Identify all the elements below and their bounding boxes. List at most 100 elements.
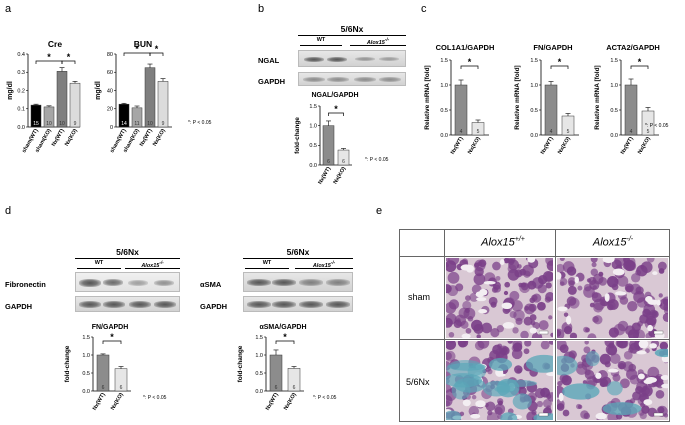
tubule [488,296,498,306]
y-axis-label: mg/dl [95,81,102,100]
tubule [545,282,552,289]
tubule [446,317,453,328]
x-tick-label: Nx(WT) [317,166,332,186]
y-axis-label: Relative mRNA [fold] [514,65,521,129]
band [79,279,101,287]
bar [56,71,68,128]
tubule [448,331,455,338]
grid-line [400,339,669,340]
ngal-label: NGAL [258,56,280,65]
tubule [577,285,583,291]
header-line-d-left [75,258,180,259]
lumen [460,264,472,271]
col1a1-bar-chart: COL1A1/GAPDH Relative mRNA [fold] 0.0 0.5 1.… [424,43,494,156]
tubule [504,281,511,288]
ko-label-b: Alox15-/- [366,37,390,46]
lumen [643,399,653,406]
tubule [645,332,653,338]
y-tick-label: 1.5 [530,58,538,64]
tubule [534,387,546,399]
fn-protein-bar-chart: FN/GAPDHfold-change0.00.51.01.56Nx(WT)6N… [64,324,131,412]
panel-label-d: d [5,205,12,217]
x-tick-label: Nx(KO) [557,136,572,156]
significance-star: * [558,57,562,67]
tubule [591,291,599,299]
tubule [662,312,668,322]
tubule [610,353,621,364]
fibrosis-area [500,412,518,420]
tubule [530,320,536,326]
tubule [655,389,665,399]
lumen [565,315,572,325]
y-tick-label: 0.0 [17,125,25,131]
p-value-note-a: *: P < 0.05 [188,120,212,126]
band [299,301,323,308]
significance-bracket [102,340,122,344]
y-tick-label: 40 [107,88,113,94]
lumen [476,297,487,302]
band [128,280,148,286]
tubule [446,400,451,407]
tubule [635,386,644,395]
tubule [559,344,569,354]
tubule [640,402,646,408]
fibrosis-area [654,348,668,358]
tubule [516,368,522,374]
n-label: 4 [630,129,633,135]
x-tick-label: Nx(WT) [620,136,635,156]
asma-bar-chart: αSMA/GAPDHfold-change0.00.51.01.56Nx(WT)… [237,324,307,412]
scale-bar [653,330,664,335]
tubule [446,351,452,360]
n-label: 9 [74,121,77,127]
bun-bar-chart: BUNmg/dl02040608014sham(WT)11sham(KO)10N… [95,39,172,154]
band [272,301,296,308]
fibrosis-area [448,362,486,371]
y-tick-label: 0.3 [17,70,25,76]
lumen [470,413,481,419]
n-label: 4 [460,129,463,135]
band [272,279,296,286]
bar [287,368,301,392]
lumen [607,368,619,373]
grid-line [555,230,556,421]
lumen [604,293,610,302]
n-label: 9 [162,121,165,127]
tubule [636,265,648,277]
tubule [528,303,537,312]
y-tick-label: 0.5 [610,108,618,114]
p-value-note-b: *: P < 0.05 [365,157,389,163]
band [326,301,350,308]
grid-line [444,230,445,421]
grid-line [400,256,669,257]
significance-bracket [61,60,76,64]
fibrosis-area [606,381,623,396]
tubule [511,300,523,312]
y-tick-label: 80 [107,52,113,58]
panel-label-e: e [376,205,383,217]
lumen [645,296,653,303]
band [379,77,401,82]
tubule [559,373,569,383]
tubule [465,327,472,334]
tubule [598,271,604,277]
tubule [583,326,589,333]
fibrosis-area [482,380,511,397]
wt-line-d-right [245,268,289,269]
tubule [471,394,477,400]
tubule [590,268,599,276]
tubule [629,341,641,351]
tubule [584,341,589,345]
tubule [617,275,629,287]
n-label: 6 [275,385,278,391]
tubule [604,361,611,368]
tubule [657,261,667,271]
tubule [659,298,668,311]
fibrosis-area [562,383,600,400]
y-axis-label: fold-change [237,345,244,382]
tubule [598,276,608,286]
x-tick-label: Nx(KO) [333,166,348,186]
x-tick-label: Nx(KO) [283,392,298,412]
significance-star: * [468,57,472,67]
tubule [639,411,647,420]
y-axis-label: fold-change [64,345,71,382]
